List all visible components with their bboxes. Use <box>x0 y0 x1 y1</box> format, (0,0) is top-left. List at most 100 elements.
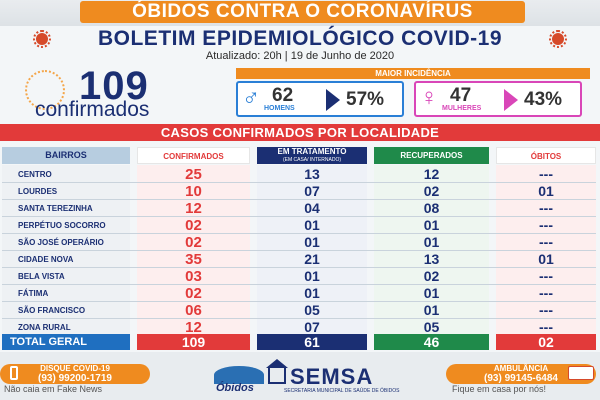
confirmed-count: 109 <box>79 64 149 108</box>
row-name: SANTA TEREZINHA <box>18 204 93 213</box>
row-name: BELA VISTA <box>18 272 65 281</box>
row-confirmados: 25 <box>185 166 202 183</box>
arrow-right-icon <box>326 89 340 111</box>
row-obitos: 01 <box>538 183 554 199</box>
row-confirmados: 12 <box>185 319 202 336</box>
row-confirmados: 10 <box>185 183 202 200</box>
row-obitos: --- <box>539 234 553 250</box>
row-recuperados: 01 <box>423 234 440 250</box>
row-tratamento: 01 <box>304 268 320 284</box>
footer: DISQUE COVID-19 (93) 99200-1719 Não caia… <box>0 352 600 400</box>
men-card: ♂ 62 HOMENS 57% <box>236 81 404 117</box>
row-recuperados: 08 <box>423 200 440 216</box>
header-tratamento-sub: (EM CASA/ INTERNADO) <box>282 157 342 163</box>
confirmed-label: confirmados <box>35 98 150 121</box>
house-icon <box>266 359 288 384</box>
male-icon: ♂ <box>242 84 260 111</box>
row-recuperados: 01 <box>423 302 440 318</box>
virus-outline-icon <box>25 70 65 110</box>
row-name: SÃO FRANCISCO <box>18 306 86 315</box>
row-confirmados: 02 <box>185 217 202 234</box>
row-confirmados: 06 <box>185 302 202 319</box>
table-row: SÃO FRANCISCO 06 05 01 --- <box>0 302 600 319</box>
row-recuperados: 01 <box>423 285 440 301</box>
hotline-title: DISQUE COVID-19 <box>40 364 110 373</box>
row-obitos: --- <box>539 302 553 318</box>
row-confirmados: 02 <box>185 234 202 251</box>
row-tratamento: 07 <box>304 319 320 335</box>
row-confirmados: 35 <box>185 251 202 268</box>
total-label: TOTAL GERAL <box>2 334 130 350</box>
row-obitos: --- <box>539 319 553 335</box>
obidos-logo: Óbidos <box>208 366 276 396</box>
header-recuperados: RECUPERADOS <box>374 147 489 164</box>
table-row: CIDADE NOVA 35 21 13 01 <box>0 251 600 268</box>
row-confirmados: 12 <box>185 200 202 217</box>
table-row: ZONA RURAL 12 07 05 --- <box>0 319 600 336</box>
men-percent: 57% <box>346 89 385 110</box>
row-recuperados: 02 <box>423 183 440 199</box>
row-name: CIDADE NOVA <box>18 255 74 264</box>
row-tratamento: 21 <box>304 251 320 267</box>
ambulance-icon <box>568 366 594 380</box>
section-title: CASOS CONFIRMADOS POR LOCALIDADE <box>0 124 600 141</box>
women-card: ♀ 47 MULHERES 43% <box>414 81 582 117</box>
row-tratamento: 07 <box>304 183 320 199</box>
women-label: MULHERES <box>442 105 482 112</box>
virus-icon <box>33 30 51 48</box>
row-recuperados: 13 <box>423 251 440 267</box>
row-name: FÁTIMA <box>18 289 49 298</box>
row-name: CENTRO <box>18 170 52 179</box>
semsa-logo: SEMSA <box>290 364 374 389</box>
row-obitos: --- <box>539 166 553 182</box>
row-tratamento: 05 <box>304 302 320 318</box>
row-name: SÃO JOSÉ OPERÁRIO <box>18 238 104 247</box>
table-row: CENTRO 25 13 12 --- <box>0 166 600 183</box>
bulletin-title: BOLETIM EPIDEMIOLÓGICO COVID-19 <box>97 27 503 50</box>
stay-home-note: Fique em casa por nós! <box>452 384 547 394</box>
virus-icon <box>549 30 567 48</box>
row-name: ZONA RURAL <box>18 323 71 332</box>
header-obitos: ÓBITOS <box>496 147 596 164</box>
total-recuperados: 46 <box>374 334 489 350</box>
row-recuperados: 12 <box>423 166 440 182</box>
total-tratamento: 61 <box>257 334 367 350</box>
women-percent: 43% <box>524 89 563 110</box>
table-row: PERPÉTUO SOCORRO 02 01 01 --- <box>0 217 600 234</box>
total-obitos: 02 <box>496 334 596 350</box>
total-confirmados: 109 <box>137 334 250 350</box>
men-count: 62 <box>272 85 294 106</box>
row-obitos: --- <box>539 285 553 301</box>
row-tratamento: 04 <box>304 200 320 216</box>
top-banner: ÓBIDOS CONTRA O CORONAVÍRUS <box>0 0 600 26</box>
obidos-logo-text: Óbidos <box>216 382 254 394</box>
fake-news-note: Não caia em Fake News <box>4 384 103 394</box>
row-confirmados: 02 <box>185 285 202 302</box>
row-tratamento: 01 <box>304 217 320 233</box>
row-tratamento: 01 <box>304 285 320 301</box>
row-obitos: --- <box>539 200 553 216</box>
incidence-title: MAIOR INCIDÊNCIA <box>236 68 590 79</box>
row-recuperados: 05 <box>423 319 440 335</box>
row-obitos: 01 <box>538 251 554 267</box>
table-row: SANTA TEREZINHA 12 04 08 --- <box>0 200 600 217</box>
men-label: HOMENS <box>264 105 295 112</box>
hotline-phone: (93) 99200-1719 <box>38 373 112 384</box>
row-recuperados: 01 <box>423 217 440 233</box>
header-tratamento-label: EM TRATAMENTO <box>277 147 347 156</box>
confirmed-summary: 109 confirmados <box>5 64 215 121</box>
ambulance-pill[interactable]: AMBULÂNCIA (93) 99145-6484 <box>446 364 596 384</box>
updated-date: Atualizado: 20h | 19 de Junho de 2020 <box>205 50 395 62</box>
row-name: PERPÉTUO SOCORRO <box>18 221 106 230</box>
row-tratamento: 01 <box>304 234 320 250</box>
row-obitos: --- <box>539 268 553 284</box>
row-obitos: --- <box>539 217 553 233</box>
row-recuperados: 02 <box>423 268 440 284</box>
table-row: LOURDES 10 07 02 01 <box>0 183 600 200</box>
table-row: BELA VISTA 03 01 02 --- <box>0 268 600 285</box>
hotline-pill[interactable]: DISQUE COVID-19 (93) 99200-1719 <box>0 364 150 384</box>
ambulance-title: AMBULÂNCIA <box>493 364 549 373</box>
campaign-title: ÓBIDOS CONTRA O CORONAVÍRUS <box>80 1 525 23</box>
ambulance-phone: (93) 99145-6484 <box>484 373 558 384</box>
header-confirmados: CONFIRMADOS <box>137 147 250 164</box>
